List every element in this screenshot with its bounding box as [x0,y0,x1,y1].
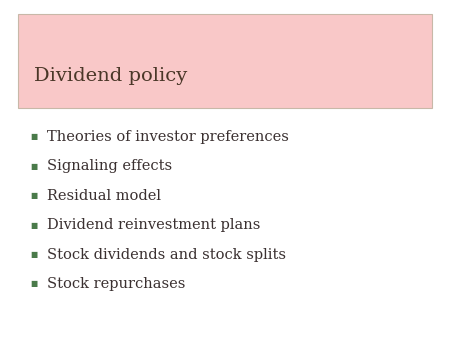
Text: ■: ■ [30,162,37,171]
Text: ■: ■ [30,280,37,288]
Text: Signaling effects: Signaling effects [47,159,172,173]
Text: Theories of investor preferences: Theories of investor preferences [47,130,289,144]
Text: Stock repurchases: Stock repurchases [47,277,185,291]
Text: ■: ■ [30,132,37,141]
Text: ■: ■ [30,191,37,200]
Text: ■: ■ [30,250,37,259]
Text: Dividend policy: Dividend policy [34,67,187,85]
Text: Dividend reinvestment plans: Dividend reinvestment plans [47,218,261,232]
Text: Stock dividends and stock splits: Stock dividends and stock splits [47,247,286,262]
FancyBboxPatch shape [18,14,432,108]
Text: Residual model: Residual model [47,189,161,203]
Text: ■: ■ [30,221,37,230]
